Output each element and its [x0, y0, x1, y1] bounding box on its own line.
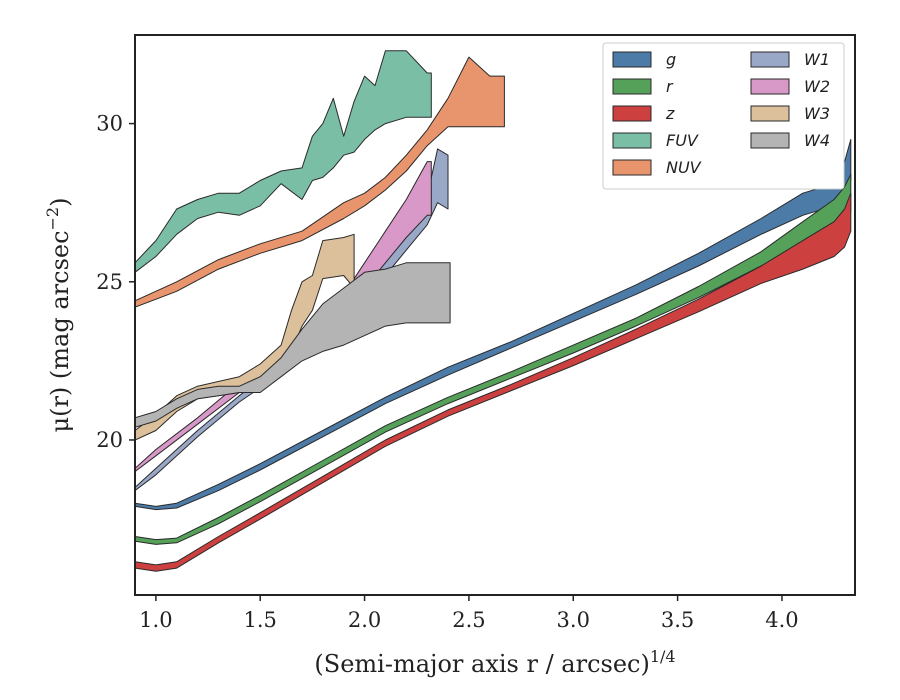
x-tick-label: 1.0 — [139, 608, 172, 632]
legend-swatch-r — [612, 78, 652, 95]
band-g — [135, 138, 852, 511]
legend-swatch-w1 — [750, 51, 790, 68]
series-bands — [135, 50, 852, 572]
legend-label-nuv: NUV — [666, 158, 702, 177]
legend-label-z: z — [665, 104, 675, 123]
legend-swatch-fuv — [612, 132, 652, 149]
x-tick-label: 2.5 — [452, 608, 485, 632]
y-tick-label: 30 — [96, 112, 123, 136]
y-axis-label: μ(r) (mag arcsec−2) — [43, 198, 74, 433]
y-axis-label-superscript: −2 — [43, 207, 62, 231]
legend-label-w1: W1 — [804, 50, 830, 69]
x-axis-label-superscript: 1/4 — [650, 647, 676, 666]
band-w4 — [135, 262, 451, 428]
legend-label-w4: W4 — [804, 131, 830, 150]
band-z — [135, 192, 852, 572]
x-axis-ticks: 1.0 1.5 2.0 2.5 3.0 3.5 4.0 — [139, 595, 799, 632]
x-tick-label: 1.5 — [244, 608, 277, 632]
x-tick-label: 4.0 — [765, 608, 798, 632]
y-axis-ticks: 20 25 30 — [96, 112, 135, 452]
legend-swatch-nuv — [612, 159, 652, 176]
legend-label-w3: W3 — [804, 104, 830, 123]
y-axis-label-tail: ) — [46, 198, 74, 207]
y-tick-label: 20 — [96, 428, 123, 452]
plot-frame — [134, 34, 856, 596]
x-tick-label: 3.0 — [557, 608, 590, 632]
legend-label-fuv: FUV — [666, 131, 699, 150]
legend-swatch-w3 — [750, 105, 790, 122]
legend-swatch-z — [612, 105, 652, 122]
legend-label-g: g — [666, 50, 676, 69]
legend-label-w2: W2 — [804, 77, 830, 96]
band-fuv — [135, 50, 432, 273]
x-tick-label: 3.5 — [661, 608, 694, 632]
y-tick-label: 25 — [96, 270, 123, 294]
x-axis-label: (Semi-major axis r / arcsec)1/4 — [314, 647, 675, 678]
legend-label-r: r — [666, 77, 674, 96]
band-r — [135, 173, 852, 545]
legend-swatch-w4 — [750, 132, 790, 149]
legend-swatch-w2 — [750, 78, 790, 95]
x-tick-label: 2.0 — [348, 608, 381, 632]
band-nuv — [135, 56, 505, 308]
legend-swatch-g — [612, 51, 652, 68]
legend: grz FUV NUV W1 W2 W3 W4 — [602, 42, 845, 190]
